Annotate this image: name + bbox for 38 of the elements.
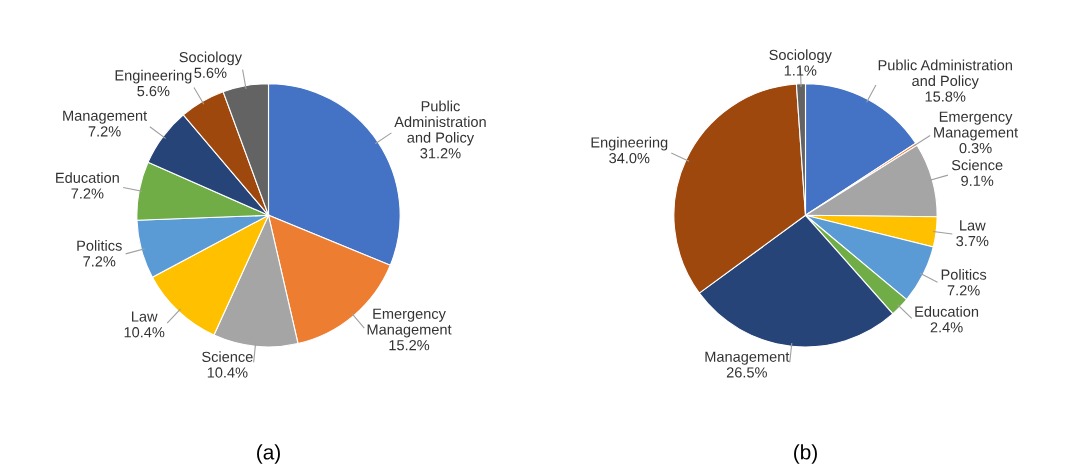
slice-label: Emergency Management — [934, 111, 1019, 141]
data-label: 7.2% — [83, 256, 116, 267]
text: (b) — [794, 444, 817, 464]
data-label: 1.1% — [784, 65, 817, 76]
data-label: 9.1% — [961, 175, 994, 186]
data-label: 26.5% — [726, 367, 767, 378]
data-label: 31.2% — [420, 148, 461, 159]
slice-label: Education — [56, 172, 119, 183]
slice-label: Public Administration and Policy — [394, 100, 486, 146]
data-label: 7.2% — [71, 188, 104, 199]
slice-label: Education — [915, 306, 979, 317]
data-label: 10.4% — [207, 367, 248, 378]
data-label: 7.2% — [947, 285, 980, 296]
slice-label: Public Administration and Policy — [878, 59, 1012, 89]
slice-label: Sociology — [179, 51, 242, 66]
slice-label: Emergency Management — [367, 308, 452, 338]
text: (a) — [257, 444, 280, 464]
data-label: 5.6% — [137, 85, 170, 97]
data-label: 3.7% — [956, 235, 989, 247]
data-label: 2.4% — [930, 322, 963, 333]
slice-label: Management — [63, 110, 148, 124]
slice-label: Engineering — [591, 136, 668, 151]
slice-label: Politics — [77, 240, 122, 251]
data-label: 0.3% — [959, 142, 992, 154]
data-label: 34.0% — [609, 152, 650, 164]
slice-label: Sociology — [769, 49, 832, 63]
data-label: 7.2% — [88, 126, 121, 137]
slice-label: Law — [132, 311, 158, 322]
slice-label: Engineering — [115, 69, 192, 84]
slice-label: Politics — [941, 269, 987, 280]
data-label: 15.2% — [389, 340, 430, 351]
slice-label: Science — [202, 351, 253, 362]
slice-label: Management — [705, 351, 790, 365]
data-label: 10.4% — [124, 327, 165, 338]
slice-label: Science — [951, 159, 1003, 171]
slice-label: Law — [960, 220, 986, 231]
data-label: 5.6% — [194, 67, 227, 78]
data-label: 15.8% — [925, 91, 966, 102]
